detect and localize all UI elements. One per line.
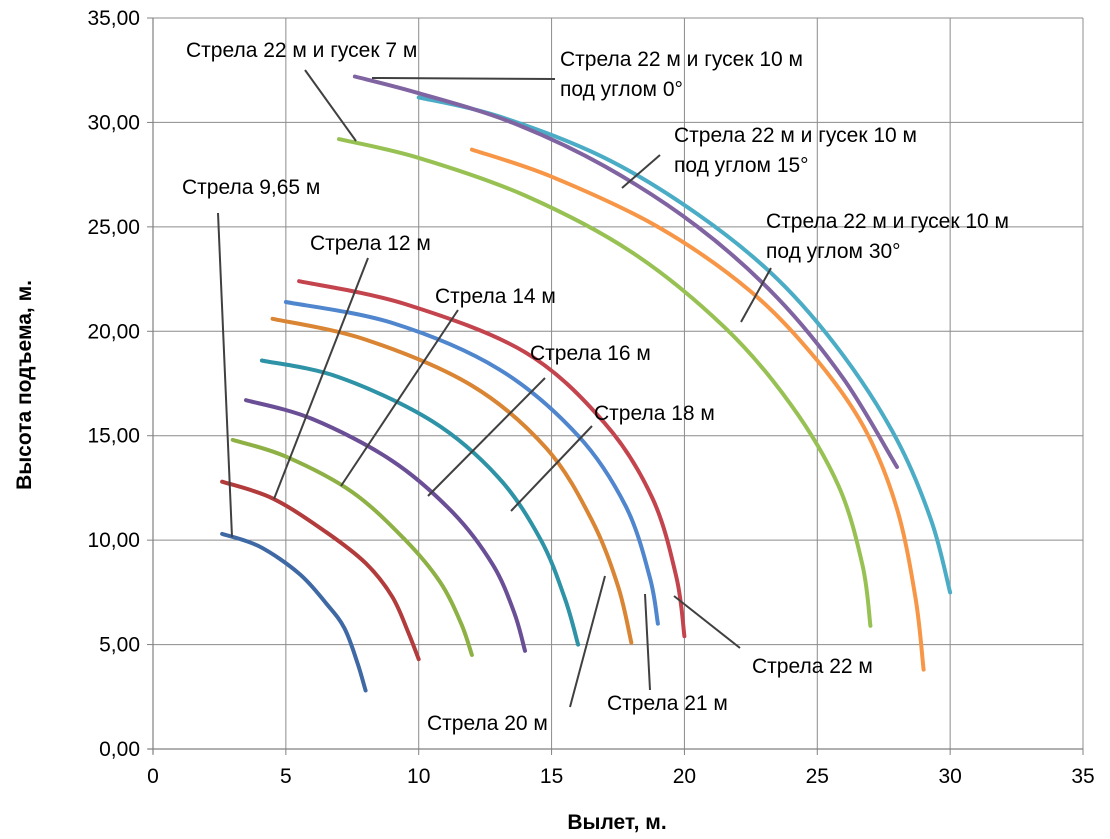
- series-line-5: [270, 316, 634, 645]
- annotation-boom-21: Стрела 21 м: [607, 692, 728, 715]
- annotation-boom22-jib10-30-line2: под углом 30°: [766, 240, 901, 263]
- leader-line-9: [673, 595, 741, 649]
- x-tick-label-4: 20: [673, 765, 696, 788]
- series-line-6: [283, 300, 660, 626]
- y-tick-label-0: 0,00: [99, 738, 140, 761]
- annotations: Стрела 22 м и гусек 7 м Стрела 22 м и гу…: [182, 39, 1009, 735]
- y-tick-label-1: 5,00: [99, 634, 140, 657]
- series-line-2: [230, 437, 474, 657]
- leader-line-3: [740, 267, 772, 323]
- x-tick-label-7: 35: [1071, 765, 1094, 788]
- series-line-7: [297, 279, 687, 639]
- x-tick-label-1: 5: [280, 765, 292, 788]
- annotation-boom22-jib7: Стрела 22 м и гусек 7 м: [186, 39, 417, 62]
- annotation-boom22-jib10-30-line1: Стрела 22 м и гусек 10 м: [766, 210, 1009, 233]
- series-line-9: [469, 147, 926, 672]
- annotation-boom22-jib10-15-line1: Стрела 22 м и гусек 10 м: [674, 124, 917, 147]
- series-line-4: [259, 358, 581, 647]
- tick-labels: 0 5 10 15 20 25 30 35 0,00 5,00 10,00 15,00 20,00 25,…: [87, 7, 1094, 788]
- leader-line-0: [304, 69, 357, 142]
- series-line-8: [337, 137, 873, 628]
- series-line-1: [220, 479, 421, 662]
- x-tick-label-2: 10: [407, 765, 430, 788]
- leader-line-6: [340, 309, 459, 487]
- annotation-boom-20: Стрела 20 м: [427, 712, 548, 735]
- y-tick-label-3: 15,00: [87, 425, 140, 448]
- x-tick-label-5: 25: [806, 765, 829, 788]
- leader-line-2: [621, 154, 661, 189]
- annotation-boom-16: Стрела 16 м: [530, 342, 651, 365]
- annotation-boom-14: Стрела 14 м: [435, 285, 556, 308]
- series-line-0: [220, 531, 368, 693]
- annotation-boom22-jib10-0-line1: Стрела 22 м и гусек 10 м: [560, 48, 803, 71]
- annotation-leader-lines: [217, 69, 772, 708]
- leader-line-7: [427, 377, 546, 497]
- series-line-10: [416, 95, 953, 595]
- series-lines: [220, 74, 953, 693]
- leader-line-1: [371, 77, 556, 80]
- leader-line-5: [273, 257, 369, 500]
- y-tick-label-5: 25,00: [87, 216, 140, 239]
- leader-line-4: [217, 212, 233, 538]
- y-tick-label-6: 30,00: [87, 111, 140, 134]
- x-axis-title: Вылет, м.: [567, 811, 666, 834]
- y-tick-label-4: 20,00: [87, 320, 140, 343]
- leader-line-8: [510, 425, 593, 512]
- x-tick-label-6: 30: [938, 765, 961, 788]
- annotation-boom22-jib10-0-line2: под углом 0°: [560, 78, 683, 101]
- annotation-boom-18: Стрела 18 м: [594, 402, 715, 425]
- leader-line-10: [644, 593, 651, 691]
- leader-line-11: [569, 575, 606, 708]
- annotation-boom22-jib10-15-line2: под углом 15°: [674, 154, 809, 177]
- x-tick-label-3: 15: [540, 765, 563, 788]
- y-tick-label-2: 10,00: [87, 529, 140, 552]
- series-line-11: [352, 74, 899, 469]
- annotation-boom-9-65: Стрела 9,65 м: [182, 176, 320, 199]
- annotation-boom-22: Стрела 22 м: [752, 655, 873, 678]
- grid-lines: [147, 17, 1084, 755]
- series-line-3: [244, 398, 527, 653]
- y-axis-title: Высота подъема, м.: [13, 280, 36, 490]
- annotation-boom-12: Стрела 12 м: [310, 232, 431, 255]
- x-tick-label-0: 0: [147, 765, 159, 788]
- y-tick-label-7: 35,00: [87, 7, 140, 30]
